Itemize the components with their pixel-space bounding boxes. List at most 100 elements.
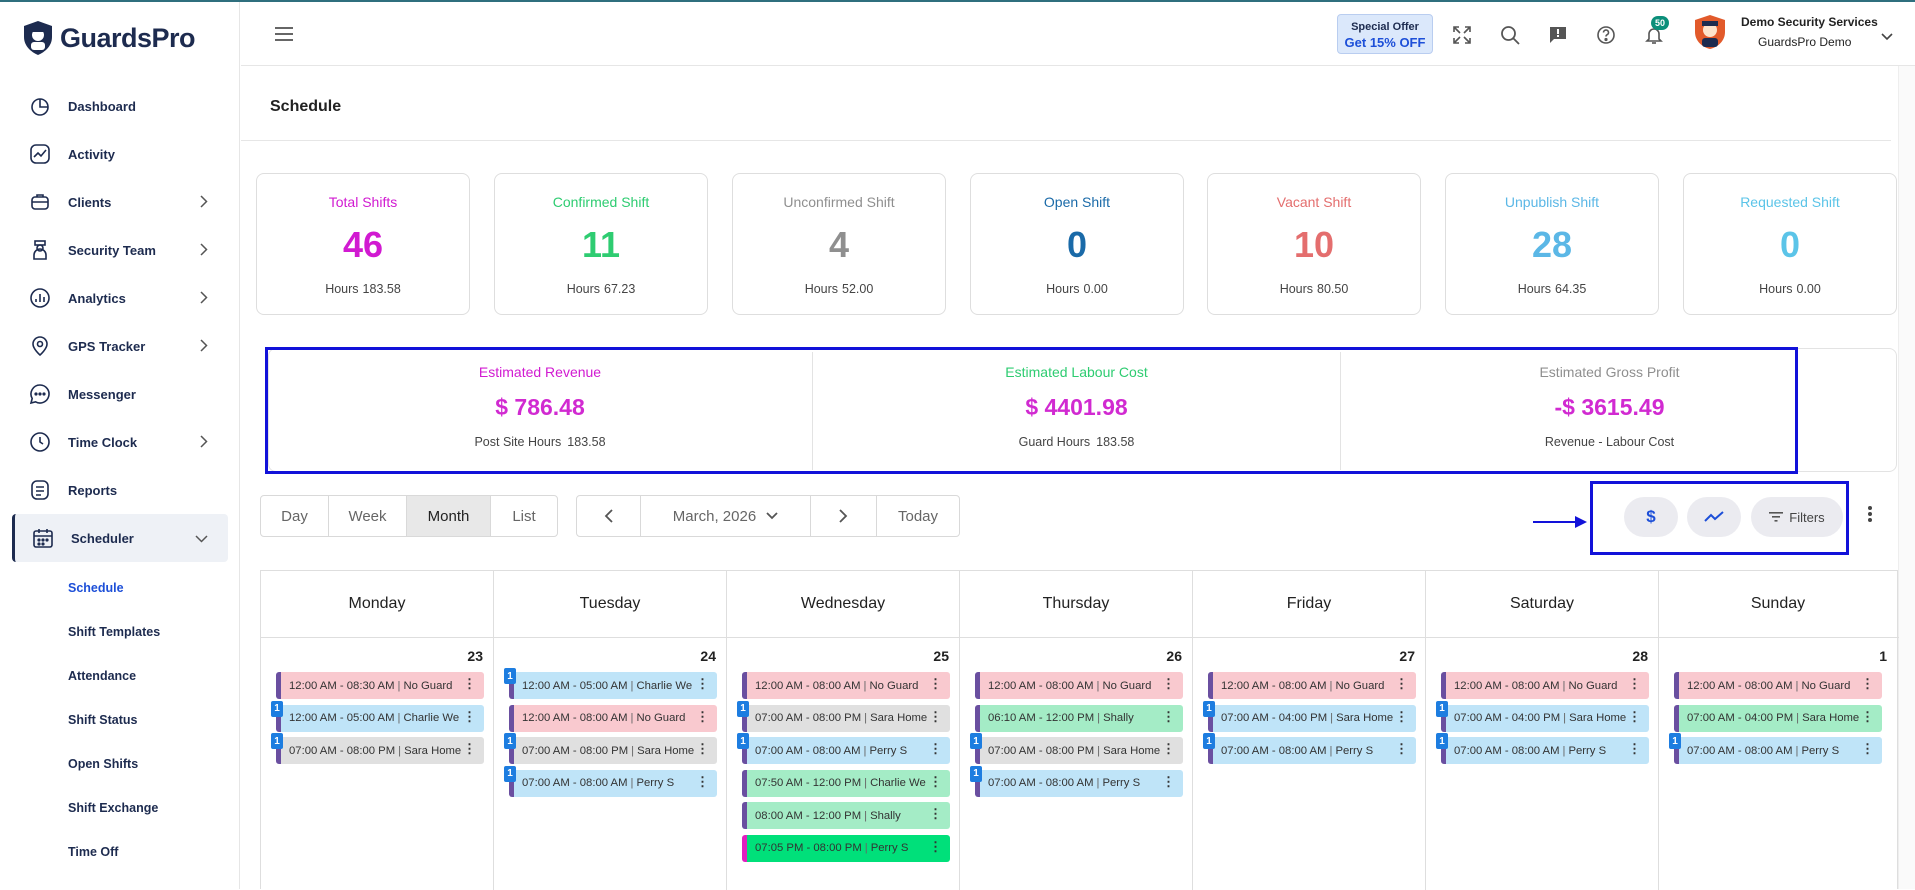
shift-menu-icon[interactable]: ⋮ — [1162, 708, 1175, 724]
shift-menu-icon[interactable]: ⋮ — [1162, 741, 1175, 756]
shift-event[interactable]: 07:00 AM - 08:00 AM | Perry S ⋮ 1 — [1669, 733, 1882, 764]
shift-menu-icon[interactable]: ⋮ — [1395, 676, 1408, 691]
shift-menu-icon[interactable]: ⋮ — [929, 676, 942, 691]
month-picker[interactable]: March, 2026 — [641, 496, 811, 536]
menu-toggle-icon[interactable] — [275, 27, 293, 46]
shift-event[interactable]: 07:00 AM - 04:00 PM | Sara Home ⋮ — [1674, 704, 1882, 732]
prev-month-button[interactable] — [577, 496, 641, 536]
shift-event[interactable]: 12:00 AM - 08:00 AM | No Guard ⋮ — [1674, 672, 1882, 699]
more-options-icon[interactable] — [1868, 506, 1872, 527]
shift-menu-icon[interactable]: ⋮ — [463, 708, 476, 724]
submenu-item-attendance[interactable]: Attendance — [68, 669, 137, 683]
shift-menu-icon[interactable]: ⋮ — [1861, 676, 1874, 691]
shift-menu-icon[interactable]: ⋮ — [696, 773, 709, 789]
shift-event[interactable]: 07:00 AM - 08:00 PM | Sara Home ⋮ 1 — [737, 700, 950, 732]
shift-menu-icon[interactable]: ⋮ — [929, 741, 942, 756]
sidebar-item-clients[interactable]: Clients — [0, 178, 240, 226]
shift-event[interactable]: 12:00 AM - 08:30 AM | No Guard ⋮ — [276, 672, 484, 699]
shift-menu-icon[interactable]: ⋮ — [1628, 741, 1641, 756]
shift-event[interactable]: 07:00 AM - 08:00 AM | Perry S ⋮ 1 — [1203, 733, 1416, 764]
trend-toggle-button[interactable] — [1687, 497, 1741, 537]
page-scrollbar[interactable] — [1898, 66, 1915, 889]
stat-card-open-shift[interactable]: Open Shift 0 Hours 0.00 — [970, 173, 1184, 315]
sidebar-item-activity[interactable]: Activity — [0, 130, 240, 178]
filters-button[interactable]: Filters — [1751, 497, 1843, 537]
shift-menu-icon[interactable]: ⋮ — [929, 773, 942, 789]
user-avatar[interactable] — [1693, 14, 1727, 50]
day-cell[interactable]: 24 12:00 AM - 05:00 AM | Charlie We ⋮ 1 12:00 … — [494, 638, 727, 890]
shift-event[interactable]: 07:00 AM - 08:00 AM | Perry S ⋮ 1 — [737, 733, 950, 764]
shift-menu-icon[interactable]: ⋮ — [929, 806, 942, 821]
shift-event[interactable]: 12:00 AM - 05:00 AM | Charlie We ⋮ 1 — [504, 668, 717, 699]
user-menu-chevron-icon[interactable] — [1881, 28, 1893, 46]
view-week-button[interactable]: Week — [329, 496, 407, 536]
shift-event[interactable]: 07:00 AM - 08:00 PM | Sara Home ⋮ 1 — [271, 733, 484, 764]
sidebar-item-analytics[interactable]: Analytics — [0, 274, 240, 322]
shift-event[interactable]: 12:00 AM - 08:00 AM | No Guard ⋮ — [509, 704, 717, 732]
shift-menu-icon[interactable]: ⋮ — [1861, 708, 1874, 724]
shift-event[interactable]: 12:00 AM - 08:00 AM | No Guard ⋮ — [1208, 672, 1416, 699]
shift-menu-icon[interactable]: ⋮ — [696, 708, 709, 724]
shift-event[interactable]: 12:00 AM - 08:00 AM | No Guard ⋮ — [742, 672, 950, 699]
shift-event[interactable]: 07:00 AM - 08:00 PM | Sara Home ⋮ 1 — [970, 733, 1183, 764]
stat-card-vacant-shift[interactable]: Vacant Shift 10 Hours 80.50 — [1207, 173, 1421, 315]
submenu-item-open-shifts[interactable]: Open Shifts — [68, 757, 139, 771]
shift-menu-icon[interactable]: ⋮ — [929, 708, 942, 724]
shift-event[interactable]: 07:00 AM - 08:00 PM | Sara Home ⋮ 1 — [504, 733, 717, 764]
view-list-button[interactable]: List — [512, 507, 536, 525]
shift-event[interactable]: 07:00 AM - 04:00 PM | Sara Home ⋮ 1 — [1436, 700, 1649, 732]
shift-event[interactable]: 07:05 PM - 08:00 PM | Perry S ⋮ — [742, 834, 950, 862]
feedback-icon[interactable] — [1545, 22, 1571, 48]
shift-event[interactable]: 07:50 AM - 12:00 PM | Charlie We ⋮ — [742, 769, 950, 797]
special-offer-button[interactable]: Special Offer Get 15% OFF — [1337, 14, 1433, 54]
shift-event[interactable]: 07:00 AM - 08:00 AM | Perry S ⋮ 1 — [1436, 733, 1649, 764]
shift-event[interactable]: 07:00 AM - 08:00 AM | Perry S ⋮ 1 — [504, 765, 717, 797]
shift-event[interactable]: 12:00 AM - 05:00 AM | Charlie We ⋮ 1 — [271, 700, 484, 732]
sidebar-item-time-clock[interactable]: Time Clock — [0, 418, 240, 466]
shift-menu-icon[interactable]: ⋮ — [463, 676, 476, 691]
submenu-item-time-off[interactable]: Time Off — [68, 845, 119, 859]
revenue-toggle-button[interactable]: $ — [1624, 497, 1678, 537]
day-cell[interactable]: 26 12:00 AM - 08:00 AM | No Guard ⋮ 06:10 AM … — [960, 638, 1193, 890]
shift-event[interactable]: 12:00 AM - 08:00 AM | No Guard ⋮ — [975, 672, 1183, 699]
shift-event[interactable]: 06:10 AM - 12:00 PM | Shally ⋮ — [975, 704, 1183, 732]
shift-menu-icon[interactable]: ⋮ — [1628, 708, 1641, 724]
shift-menu-icon[interactable]: ⋮ — [463, 741, 476, 756]
shift-event[interactable]: 07:00 AM - 08:00 AM | Perry S ⋮ 1 — [970, 765, 1183, 797]
stat-card-requested-shift[interactable]: Requested Shift 0 Hours 0.00 — [1683, 173, 1897, 315]
day-cell[interactable]: 1 12:00 AM - 08:00 AM | No Guard ⋮ 07:00 AM -… — [1659, 638, 1897, 890]
sidebar-item-scheduler[interactable]: Scheduler — [12, 514, 228, 562]
shift-menu-icon[interactable]: ⋮ — [1162, 773, 1175, 789]
help-icon[interactable] — [1593, 22, 1619, 48]
submenu-item-shift-exchange[interactable]: Shift Exchange — [68, 801, 159, 815]
shift-menu-icon[interactable]: ⋮ — [1162, 676, 1175, 691]
shift-menu-icon[interactable]: ⋮ — [696, 741, 709, 756]
submenu-item-shift-templates[interactable]: Shift Templates — [68, 625, 161, 639]
sidebar-item-reports[interactable]: Reports — [0, 466, 240, 514]
day-cell[interactable]: 28 12:00 AM - 08:00 AM | No Guard ⋮ 07:00 AM … — [1426, 638, 1659, 890]
fullscreen-icon[interactable] — [1449, 22, 1475, 48]
sidebar-item-gps-tracker[interactable]: GPS Tracker — [0, 322, 240, 370]
day-cell[interactable]: 25 12:00 AM - 08:00 AM | No Guard ⋮ 07:00 AM … — [727, 638, 960, 890]
shift-event[interactable]: 07:00 AM - 04:00 PM | Sara Home ⋮ 1 — [1203, 700, 1416, 732]
shift-menu-icon[interactable]: ⋮ — [1395, 708, 1408, 724]
day-cell[interactable]: 23 12:00 AM - 08:30 AM | No Guard ⋮ 12:00 AM … — [261, 638, 494, 890]
next-month-button[interactable] — [811, 496, 877, 536]
stat-card-unpublish-shift[interactable]: Unpublish Shift 28 Hours 64.35 — [1445, 173, 1659, 315]
day-cell[interactable]: 27 12:00 AM - 08:00 AM | No Guard ⋮ 07:00 AM … — [1193, 638, 1426, 890]
shift-event[interactable]: 12:00 AM - 08:00 AM | No Guard ⋮ — [1441, 672, 1649, 699]
shift-menu-icon[interactable]: ⋮ — [929, 838, 942, 854]
shift-event[interactable]: 08:00 AM - 12:00 PM | Shally ⋮ — [742, 802, 950, 829]
sidebar-item-security-team[interactable]: Security Team — [0, 226, 240, 274]
shift-menu-icon[interactable]: ⋮ — [696, 676, 709, 691]
shift-menu-icon[interactable]: ⋮ — [1395, 741, 1408, 756]
shift-menu-icon[interactable]: ⋮ — [1628, 676, 1641, 691]
stat-card-confirmed-shift[interactable]: Confirmed Shift 11 Hours 67.23 — [494, 173, 708, 315]
view-month-button[interactable]: Month — [407, 496, 491, 536]
today-button[interactable]: Today — [897, 507, 939, 525]
stat-card-unconfirmed-shift[interactable]: Unconfirmed Shift 4 Hours 52.00 — [732, 173, 946, 315]
search-icon[interactable] — [1497, 22, 1523, 48]
submenu-item-shift-status[interactable]: Shift Status — [68, 713, 138, 727]
sidebar-item-messenger[interactable]: Messenger — [0, 370, 240, 418]
brand-logo[interactable]: GuardsPro — [22, 20, 196, 56]
